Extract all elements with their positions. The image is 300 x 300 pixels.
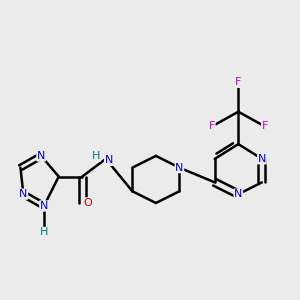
- Text: H: H: [92, 152, 100, 161]
- Text: N: N: [258, 154, 266, 164]
- Text: F: F: [208, 122, 215, 131]
- Text: O: O: [84, 198, 92, 208]
- Text: N: N: [40, 201, 48, 211]
- Text: N: N: [175, 163, 184, 173]
- Text: N: N: [105, 155, 113, 165]
- Text: H: H: [40, 227, 48, 237]
- Text: N: N: [19, 189, 28, 199]
- Text: F: F: [235, 77, 242, 87]
- Text: N: N: [234, 189, 242, 199]
- Text: N: N: [37, 151, 45, 161]
- Text: F: F: [262, 122, 268, 131]
